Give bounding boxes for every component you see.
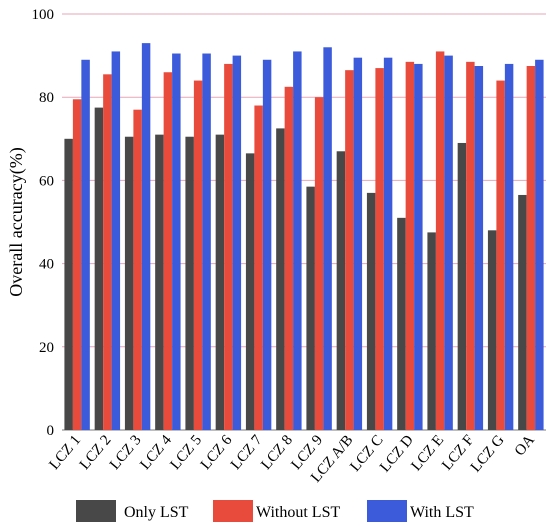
bar-only-lst-lcz-g <box>487 230 497 430</box>
y-tick-labels: 0 20 40 60 80 100 <box>32 7 55 439</box>
bar-without-lst-lcz-5 <box>193 80 203 430</box>
y-tick-label: 60 <box>39 173 54 189</box>
legend-label: Without LST <box>256 504 340 521</box>
bar-with-lst-lcz-6 <box>232 55 242 430</box>
y-tick-label: 80 <box>39 90 54 106</box>
bar-without-lst-lcz-1 <box>72 99 82 430</box>
legend-swatch <box>213 500 253 522</box>
bar-only-lst-oa <box>518 194 527 430</box>
bar-without-lst-lcz-7 <box>254 105 263 431</box>
legend-label: Only LST <box>124 504 189 521</box>
x-tick-label: LCZ 7 <box>228 432 266 473</box>
x-tick-label: LCZ 8 <box>258 432 296 473</box>
x-tick-label: LCZ 2 <box>77 432 115 473</box>
y-tick-label: 20 <box>39 340 54 356</box>
bar-without-lst-lcz-8 <box>284 86 294 431</box>
bar-only-lst-lcz-8 <box>276 128 285 430</box>
bar-without-lst-lcz-f <box>466 61 475 431</box>
y-tick-label: 0 <box>47 423 55 439</box>
bar-only-lst-lcz-7 <box>245 153 255 431</box>
legend-label: With LST <box>410 504 474 521</box>
bar-with-lst-lcz-7 <box>262 59 272 430</box>
bar-only-lst-lcz-6 <box>215 134 225 430</box>
bar-with-lst-oa <box>535 59 544 430</box>
bar-with-lst-lcz-9 <box>323 47 332 430</box>
bar-with-lst-lcz-5 <box>202 53 211 431</box>
bar-without-lst-lcz-e <box>435 51 445 430</box>
x-tick-label: LCZ 6 <box>198 432 236 473</box>
bar-only-lst-lcz-9 <box>306 186 315 430</box>
bar-without-lst-lcz-9 <box>314 97 324 430</box>
bar-with-lst-lcz-d <box>414 63 423 431</box>
bars <box>64 43 544 431</box>
bar-with-lst-lcz-g <box>504 63 514 431</box>
bar-only-lst-lcz-d <box>397 217 406 430</box>
bar-without-lst-lcz-a-b <box>345 70 354 430</box>
bar-only-lst-lcz-e <box>427 232 436 430</box>
bar-without-lst-lcz-g <box>496 80 505 430</box>
bar-only-lst-lcz-1 <box>64 138 73 431</box>
x-tick-label: LCZ G <box>468 432 508 475</box>
x-tick-label: LCZ 4 <box>137 432 175 473</box>
legend: Only LST Without LST With LST <box>76 500 474 522</box>
bar-with-lst-lcz-2 <box>111 51 121 430</box>
bar-without-lst-lcz-2 <box>103 74 112 430</box>
legend-swatch <box>76 500 116 522</box>
x-tick-label: LCZ 5 <box>167 432 205 473</box>
bar-with-lst-lcz-1 <box>81 59 90 430</box>
bar-without-lst-lcz-6 <box>224 63 233 431</box>
bar-without-lst-lcz-d <box>405 61 415 431</box>
bar-with-lst-lcz-8 <box>293 51 302 430</box>
legend-swatch <box>367 500 407 522</box>
bar-only-lst-lcz-2 <box>94 107 104 430</box>
y-axis-title: Overall accuracy(%) <box>6 147 27 296</box>
bar-only-lst-lcz-c <box>366 192 376 430</box>
bar-with-lst-lcz-e <box>444 55 453 430</box>
bar-without-lst-oa <box>526 66 536 430</box>
y-tick-label: 40 <box>39 257 54 273</box>
x-tick-label: LCZ E <box>408 432 447 474</box>
bar-only-lst-lcz-f <box>457 142 467 430</box>
y-tick-label: 100 <box>32 7 55 23</box>
bar-with-lst-lcz-4 <box>172 53 181 431</box>
bar-only-lst-lcz-5 <box>185 136 194 430</box>
bar-with-lst-lcz-c <box>383 57 393 431</box>
x-tick-label: LCZ 3 <box>107 432 145 473</box>
bar-with-lst-lcz-3 <box>141 43 151 431</box>
bar-without-lst-lcz-4 <box>163 72 173 431</box>
bar-only-lst-lcz-a-b <box>336 151 346 430</box>
bar-without-lst-lcz-3 <box>133 109 142 431</box>
bar-with-lst-lcz-a-b <box>353 57 363 431</box>
x-tick-label: OA <box>512 432 538 459</box>
bar-with-lst-lcz-f <box>474 66 484 430</box>
bar-without-lst-lcz-c <box>375 68 384 430</box>
bar-only-lst-lcz-3 <box>124 136 134 430</box>
x-tick-label: LCZ D <box>377 432 417 475</box>
bar-only-lst-lcz-4 <box>155 134 164 430</box>
